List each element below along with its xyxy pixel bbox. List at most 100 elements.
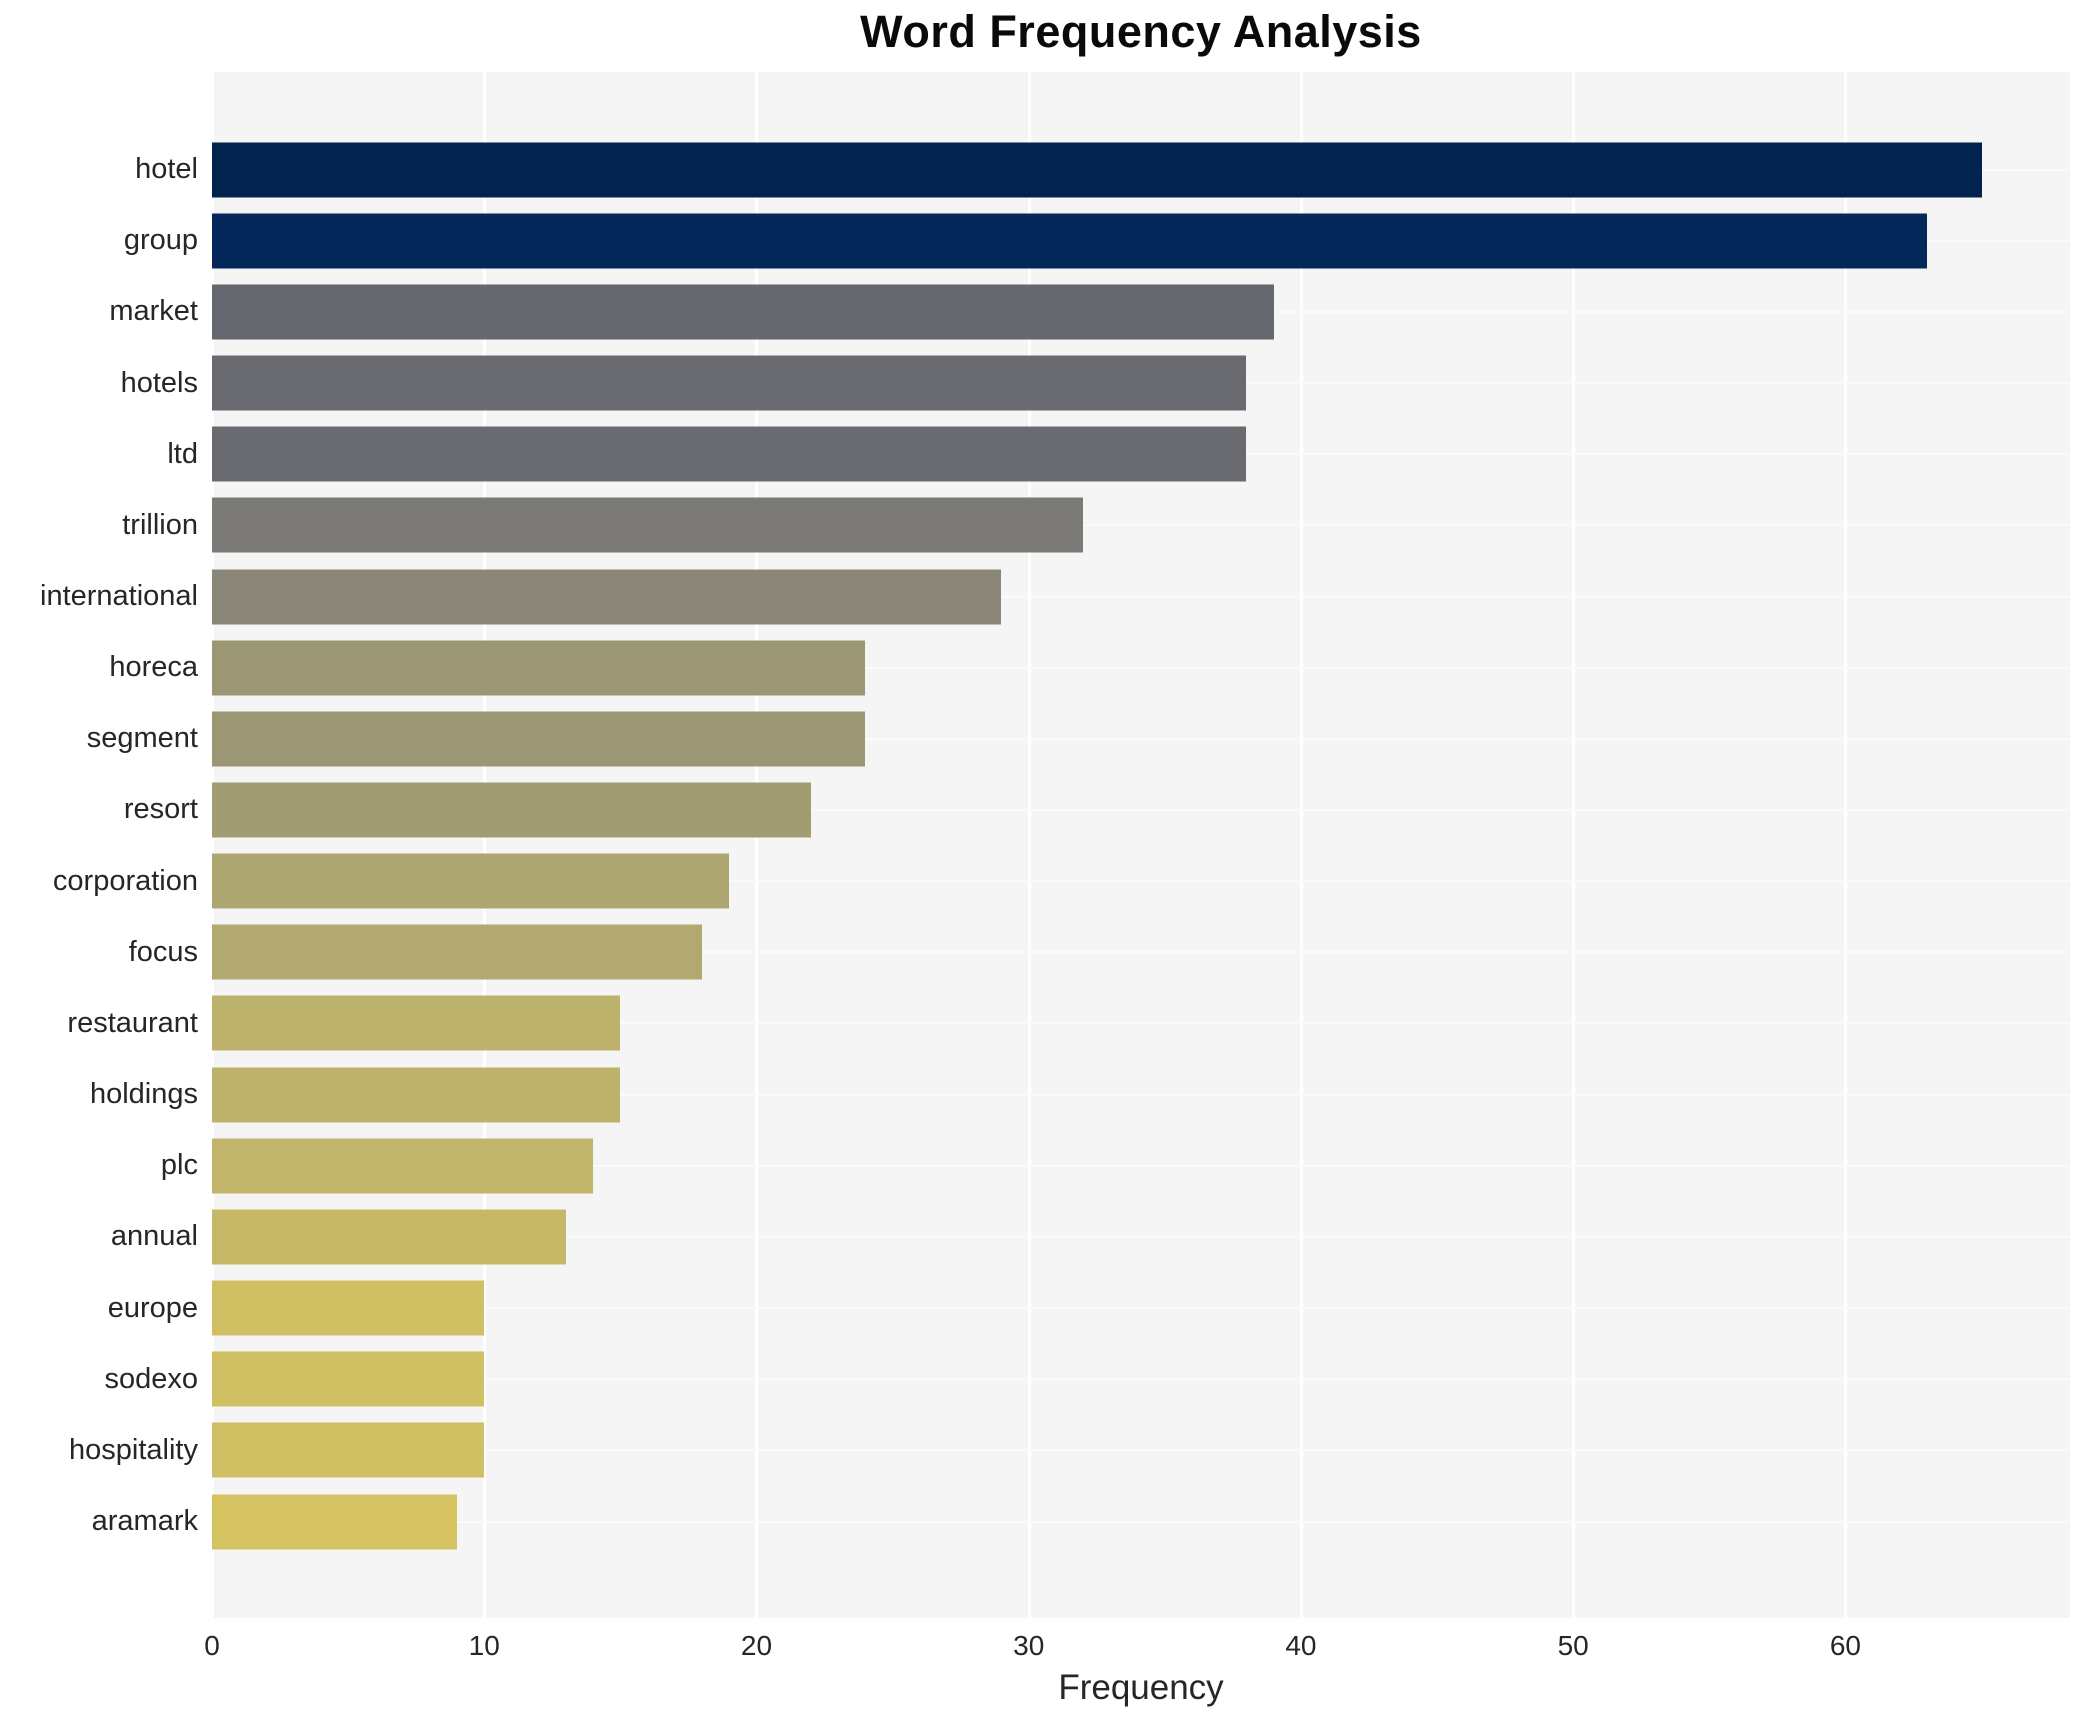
horizontal-gridline [212, 880, 2070, 883]
horizontal-gridline [212, 1520, 2070, 1523]
bar-market [212, 284, 1274, 340]
vertical-gridline [755, 72, 759, 1618]
bar-row: aramark [0, 1486, 2070, 1557]
bar-row: hotels [0, 347, 2070, 418]
bar-segment [212, 711, 866, 767]
bar-track [212, 1486, 2070, 1557]
y-tick-label: holdings [89, 1078, 198, 1111]
bar-rows-container: hotel group market hotels ltd trillion interna… [0, 134, 2070, 1557]
bar-track [212, 347, 2070, 418]
bar-resort [212, 782, 811, 838]
bar-track [212, 205, 2070, 276]
bar-row: horeca [0, 632, 2070, 703]
bar-row: focus [0, 917, 2070, 988]
bar-row: sodexo [0, 1344, 2070, 1415]
bar-focus [212, 924, 703, 980]
y-tick-label: market [109, 295, 198, 328]
bar-track [212, 561, 2070, 632]
bar-sodexo [212, 1351, 485, 1407]
bar-track [212, 419, 2070, 490]
y-tick-label: focus [128, 935, 198, 968]
y-tick-label: corporation [52, 864, 198, 897]
y-tick-label: aramark [91, 1505, 198, 1538]
bar-aramark [212, 1494, 457, 1550]
y-tick-label: annual [110, 1220, 198, 1253]
y-tick-label: plc [160, 1149, 198, 1182]
y-tick-label: segment [86, 722, 198, 755]
bar-track [212, 774, 2070, 845]
horizontal-gridline [212, 1378, 2070, 1381]
bar-europe [212, 1280, 485, 1336]
x-tick-label: 20 [740, 1630, 773, 1661]
bar-international [212, 569, 1002, 625]
bar-row: restaurant [0, 988, 2070, 1059]
bar-row: group [0, 205, 2070, 276]
bar-row: annual [0, 1201, 2070, 1272]
x-tick-label: 10 [468, 1630, 500, 1661]
x-tick-label: 30 [1013, 1630, 1045, 1661]
bar-track [212, 276, 2070, 347]
bar-track [212, 703, 2070, 774]
horizontal-gridline [212, 1164, 2070, 1167]
y-tick-label: sodexo [104, 1362, 198, 1395]
bar-track [212, 1273, 2070, 1344]
horizontal-gridline [212, 595, 2070, 598]
horizontal-gridline [212, 808, 2070, 811]
bar-corporation [212, 853, 730, 909]
bar-horeca [212, 640, 866, 696]
horizontal-gridline [212, 737, 2070, 740]
bar-row: hotel [0, 134, 2070, 205]
y-tick-label: international [40, 580, 198, 613]
vertical-gridline [1299, 72, 1303, 1618]
bar-row: market [0, 276, 2070, 347]
bar-trillion [212, 497, 1084, 553]
chart-title: Word Frequency Analysis [860, 6, 1422, 57]
y-tick-label: ltd [167, 437, 198, 470]
bar-track [212, 1130, 2070, 1201]
horizontal-gridline [212, 666, 2070, 669]
horizontal-gridline [212, 1307, 2070, 1310]
bar-track [212, 1415, 2070, 1486]
y-tick-label: europe [107, 1291, 198, 1324]
bar-row: ltd [0, 419, 2070, 490]
horizontal-gridline [212, 951, 2070, 954]
bar-ltd [212, 426, 1247, 482]
bar-track [212, 846, 2070, 917]
y-tick-label: hotel [135, 153, 198, 186]
bar-row: hospitality [0, 1415, 2070, 1486]
y-tick-label: hospitality [69, 1433, 198, 1466]
horizontal-gridline [212, 1449, 2070, 1452]
horizontal-gridline [212, 1235, 2070, 1238]
horizontal-gridline [212, 524, 2070, 527]
bar-row: holdings [0, 1059, 2070, 1130]
bar-group [212, 213, 1928, 269]
y-tick-label: trillion [122, 508, 198, 541]
bar-row: trillion [0, 490, 2070, 561]
x-axis-label: Frequency [1058, 1668, 1224, 1707]
bar-row: segment [0, 703, 2070, 774]
bar-track [212, 134, 2070, 205]
vertical-gridline [1027, 72, 1031, 1618]
bar-track [212, 917, 2070, 988]
x-tick-label: 40 [1285, 1630, 1317, 1661]
bar-annual [212, 1209, 566, 1265]
x-tick-label: 60 [1829, 1630, 1861, 1661]
bar-holdings [212, 1067, 621, 1123]
y-tick-label: hotels [120, 366, 198, 399]
bar-track [212, 988, 2070, 1059]
vertical-gridline [211, 72, 214, 1618]
vertical-gridline [483, 72, 487, 1618]
bar-row: resort [0, 774, 2070, 845]
vertical-gridline [1572, 72, 1576, 1618]
x-tick-label: 0 [204, 1630, 220, 1661]
x-axis: 0 10 20 30 40 50 60 [0, 1630, 2091, 1670]
vertical-gridline [1844, 72, 1848, 1618]
bar-track [212, 1059, 2070, 1130]
bar-hospitality [212, 1422, 485, 1478]
bar-hotel [212, 142, 1982, 198]
bar-track [212, 1344, 2070, 1415]
bar-track [212, 632, 2070, 703]
y-tick-label: resort [123, 793, 198, 826]
bar-track [212, 1201, 2070, 1272]
